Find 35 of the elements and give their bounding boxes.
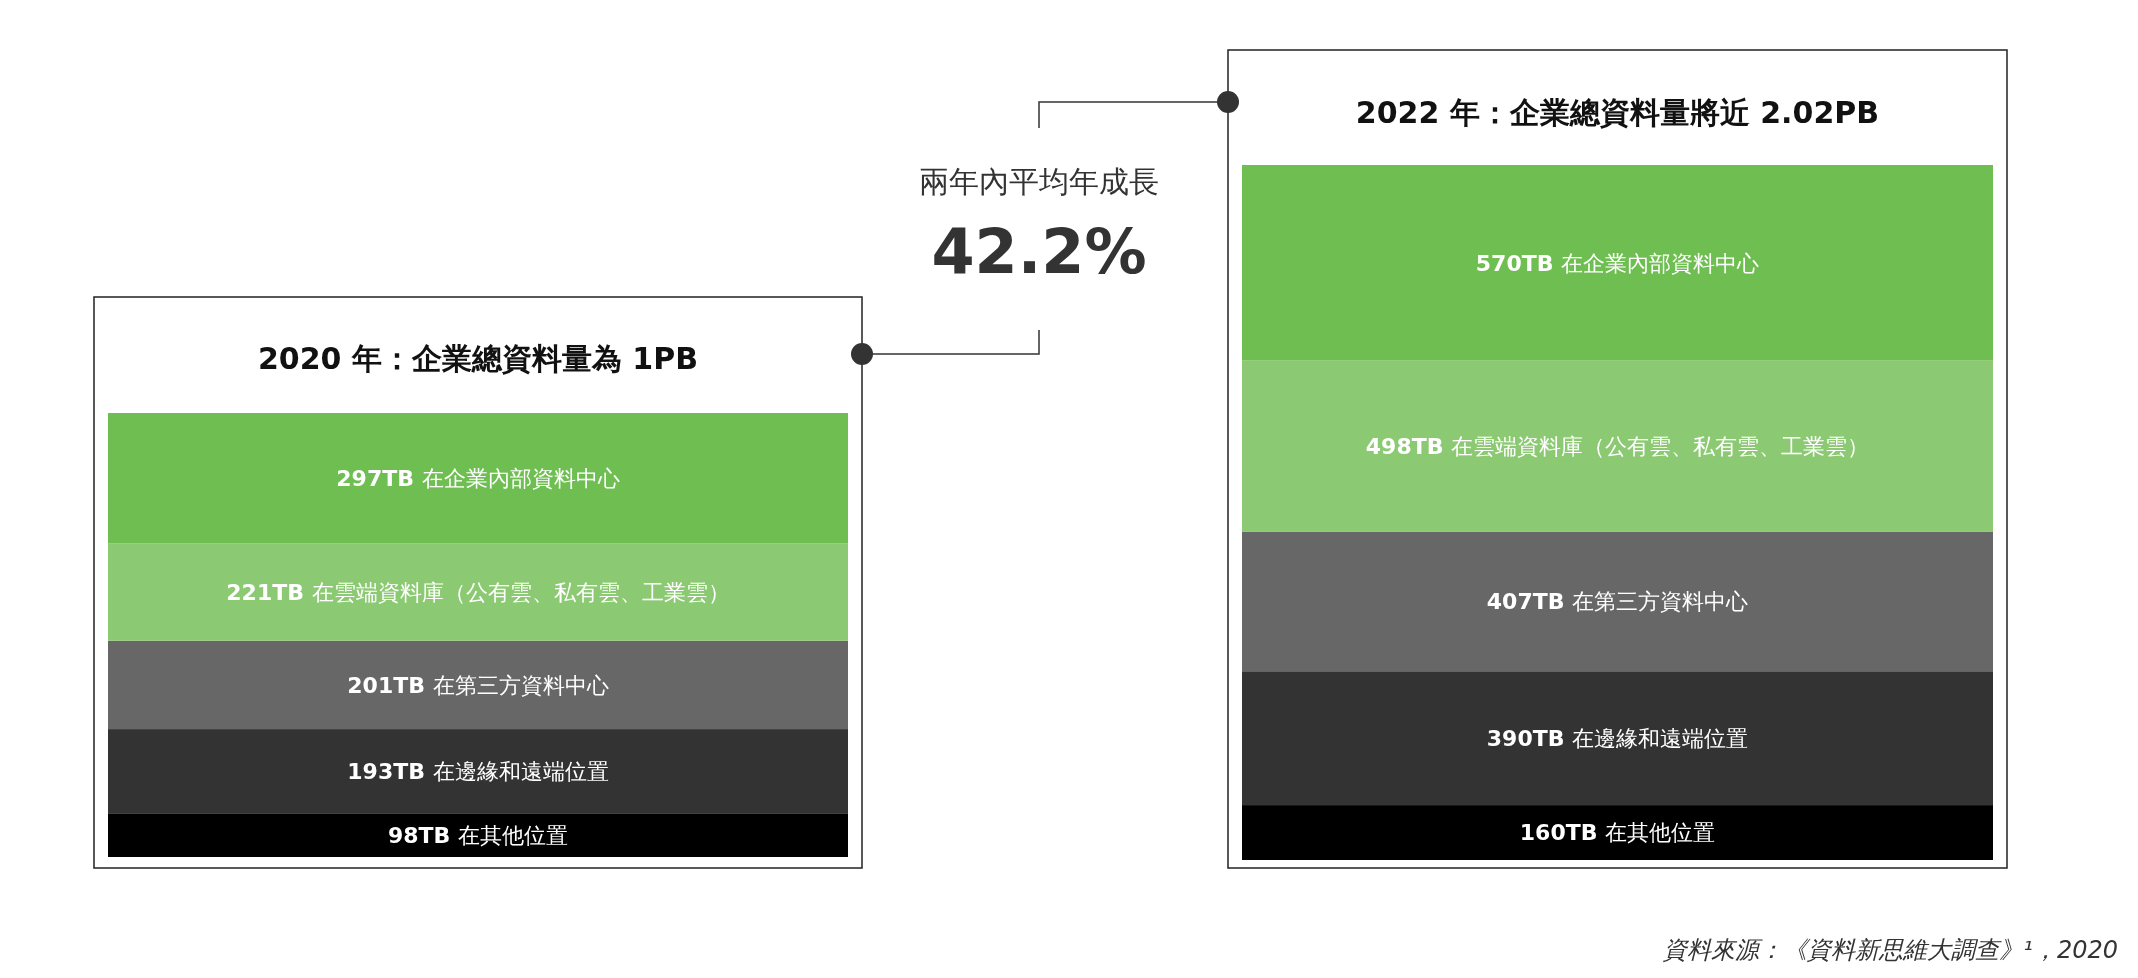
- series-label: 在雲端資料庫（公有雲、私有雲、工業雲）: [1451, 433, 1870, 459]
- series-label: 在其他位置: [458, 823, 569, 849]
- bar: [1242, 531, 1993, 672]
- bar: [108, 543, 848, 641]
- data-label: 390TB: [1486, 725, 1573, 751]
- data-label: 193TB: [347, 759, 433, 785]
- bar: [1242, 671, 1993, 806]
- bar: [1242, 165, 1993, 361]
- series-label: 在企業內部資料中心: [421, 465, 620, 491]
- data-label: 570TB: [1475, 250, 1562, 276]
- data-label: 98TB: [387, 823, 459, 849]
- data-label: 221TB: [226, 579, 312, 605]
- bar: [1242, 360, 1993, 532]
- bar: [108, 640, 848, 730]
- series-label: 在雲端資料庫（公有雲、私有雲、工業雲）: [311, 579, 730, 605]
- series-label: 在邊緣和遠端位置: [1572, 725, 1749, 751]
- bar: [1242, 805, 1993, 860]
- series-label: 在企業內部資料中心: [1561, 250, 1760, 276]
- bar: [108, 729, 848, 814]
- data-label: 297TB: [336, 465, 422, 491]
- text: 兩年內平均年成長: [919, 164, 1159, 199]
- source-note: 資料來源：《資料新思維大調查》¹，2020: [1663, 936, 2118, 964]
- bar: [108, 813, 848, 857]
- bar: [108, 413, 848, 544]
- text: 42.2%: [931, 215, 1147, 288]
- series-label: 在邊緣和遠端位置: [432, 759, 609, 785]
- data-label: 498TB: [1365, 433, 1452, 459]
- data-label: 160TB: [1519, 820, 1606, 846]
- data-label: 407TB: [1486, 589, 1573, 615]
- series-label: 在其他位置: [1605, 820, 1716, 846]
- data-label: 201TB: [347, 672, 433, 698]
- chart-title: 2022 年：企業總資料量將近 2.02PB: [1355, 94, 1880, 130]
- chart-title: 2020 年：企業總資料量為 1PB: [257, 340, 699, 376]
- series-label: 在第三方資料中心: [432, 672, 609, 698]
- series-label: 在第三方資料中心: [1572, 589, 1749, 615]
